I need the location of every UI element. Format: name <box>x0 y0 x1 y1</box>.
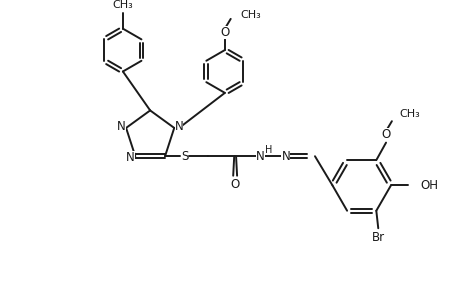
Text: O: O <box>381 128 390 141</box>
Text: CH₃: CH₃ <box>240 10 261 20</box>
Text: H: H <box>264 146 271 155</box>
Text: O: O <box>220 26 229 39</box>
Text: CH₃: CH₃ <box>112 0 133 10</box>
Text: OH: OH <box>419 179 437 192</box>
Text: N: N <box>256 150 264 163</box>
Text: N: N <box>126 151 134 164</box>
Text: Br: Br <box>371 232 384 244</box>
Text: CH₃: CH₃ <box>399 110 420 119</box>
Text: O: O <box>230 178 239 191</box>
Text: N: N <box>117 121 125 134</box>
Text: N: N <box>174 121 183 134</box>
Text: S: S <box>180 150 188 163</box>
Text: N: N <box>281 150 290 163</box>
